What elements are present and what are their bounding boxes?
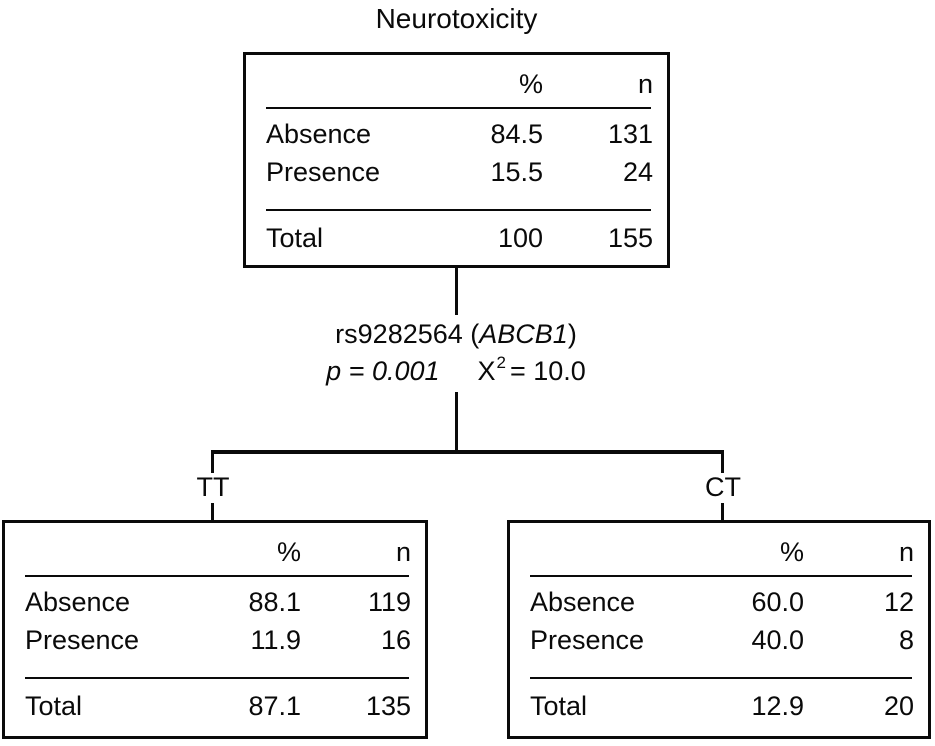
p-value: p = 0.001	[326, 356, 440, 386]
connector-tt-to-box	[211, 503, 214, 522]
percent-column-header: %	[276, 537, 301, 567]
header-divider	[530, 575, 912, 577]
table-row-absence: Absence 84.5 131	[246, 115, 667, 153]
total-divider	[266, 209, 651, 211]
row-count: 119	[367, 586, 411, 617]
connector-root-to-split	[455, 268, 458, 315]
ct-table-header: % n	[510, 523, 928, 575]
statistics-line: p = 0.001 X2 = 10.0	[206, 353, 706, 393]
branch-tick-right	[721, 450, 724, 473]
total-count: 135	[365, 690, 411, 721]
row-count: 24	[622, 156, 653, 187]
total-percent: 12.9	[751, 690, 804, 721]
percent-column-header: %	[518, 69, 543, 99]
diagram-title: Neurotoxicity	[375, 3, 538, 34]
snp-id: rs9282564 (	[335, 319, 480, 349]
table-row-presence: Presence 11.9 16	[5, 621, 425, 659]
table-row-total: Total 12.9 20	[510, 679, 928, 729]
chi-symbol: X	[477, 356, 496, 386]
row-percent: 88.1	[248, 586, 301, 617]
row-percent: 15.5	[490, 156, 543, 187]
table-row-absence: Absence 88.1 119	[5, 583, 425, 621]
total-label: Total	[530, 690, 588, 721]
row-label: Presence	[266, 156, 381, 187]
percent-column-header: %	[779, 537, 804, 567]
snp-suffix: )	[567, 319, 577, 349]
total-divider	[25, 677, 409, 679]
genotype-label-ct: CT	[705, 472, 741, 502]
root-table-header: % n	[246, 55, 667, 107]
total-percent: 100	[497, 222, 543, 253]
row-count: 131	[607, 118, 653, 149]
connector-ct-to-box	[721, 503, 724, 522]
row-count: 12	[883, 586, 914, 617]
snp-gene-line: rs9282564 (ABCB1)	[206, 316, 706, 353]
total-count: 155	[607, 222, 653, 253]
header-divider	[25, 575, 409, 577]
table-row-presence: Presence 40.0 8	[510, 621, 928, 659]
row-percent: 11.9	[250, 624, 301, 655]
total-count: 20	[883, 690, 914, 721]
row-label: Presence	[530, 624, 645, 655]
tt-table-header: % n	[5, 523, 425, 575]
tt-node-box: % n Absence 88.1 119 Presence 11.9 16 To…	[2, 520, 428, 739]
table-row-presence: Presence 15.5 24	[246, 153, 667, 191]
gene-name: ABCB1	[479, 319, 568, 349]
row-percent: 60.0	[751, 586, 804, 617]
chi-square-statistic: X2 = 10.0	[477, 353, 586, 386]
row-label: Absence	[530, 586, 636, 617]
total-label: Total	[266, 222, 324, 253]
count-column-header: n	[637, 69, 653, 99]
header-divider	[266, 107, 651, 109]
row-label: Absence	[266, 118, 372, 149]
chi-value: = 10.0	[510, 356, 586, 386]
total-label: Total	[25, 690, 83, 721]
row-label: Presence	[25, 624, 140, 655]
count-column-header: n	[395, 537, 411, 567]
branch-horizontal-line	[211, 450, 724, 454]
ct-node-box: % n Absence 60.0 12 Presence 40.0 8 Tota…	[507, 520, 931, 739]
row-count: 16	[380, 624, 411, 655]
row-count: 8	[898, 624, 914, 655]
count-column-header: n	[898, 537, 914, 567]
root-node-box: % n Absence 84.5 131 Presence 15.5 24 To…	[243, 52, 670, 268]
row-percent: 40.0	[751, 624, 804, 655]
total-percent: 87.1	[248, 690, 301, 721]
total-divider	[530, 677, 912, 679]
connector-split-to-branch	[455, 392, 458, 452]
table-row-total: Total 100 155	[246, 211, 667, 261]
table-row-total: Total 87.1 135	[5, 679, 425, 729]
chi-exponent: 2	[496, 353, 506, 372]
branch-tick-left	[211, 450, 214, 473]
genotype-label-tt: TT	[196, 472, 230, 502]
table-row-absence: Absence 60.0 12	[510, 583, 928, 621]
row-percent: 84.5	[490, 118, 543, 149]
split-variable-label: rs9282564 (ABCB1) p = 0.001 X2 = 10.0	[206, 316, 706, 393]
row-label: Absence	[25, 586, 131, 617]
